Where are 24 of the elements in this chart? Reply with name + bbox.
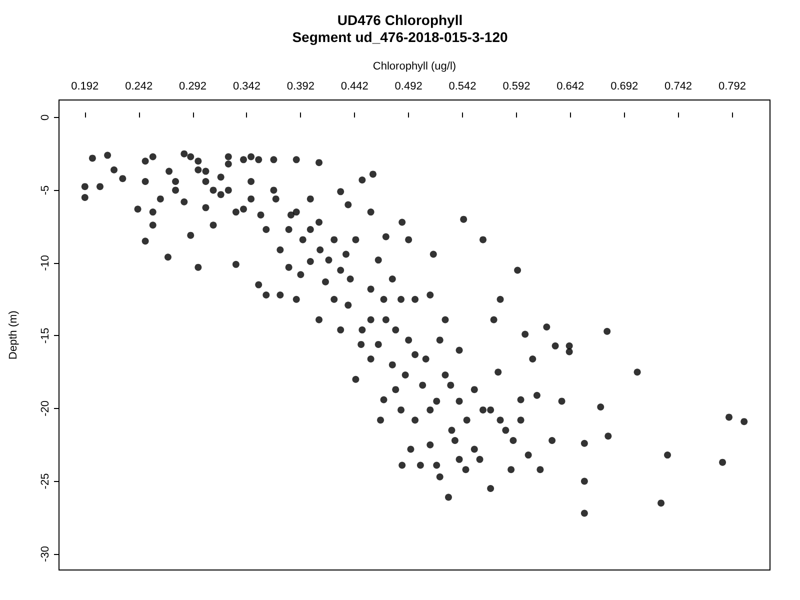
x-tick-label: 0.742	[664, 80, 692, 92]
x-tick-label: 0.592	[502, 80, 530, 92]
chart-title: UD476 Chlorophyll	[337, 12, 463, 28]
y-tick-label: 0	[40, 114, 52, 121]
y-tick-label: -5	[40, 185, 52, 196]
y-tick-label: -25	[40, 473, 52, 490]
x-tick-label: 0.442	[340, 80, 368, 92]
y-tick-label: -20	[40, 400, 52, 416]
y-axis-title: Depth (m)	[8, 310, 20, 360]
y-tick-label: -30	[40, 546, 52, 562]
x-tick-label: 0.642	[556, 80, 584, 92]
x-tick-label: 0.242	[125, 80, 153, 92]
x-tick-label: 0.542	[448, 80, 476, 92]
y-tick-label: -10	[40, 255, 52, 271]
x-tick-label: 0.192	[71, 80, 99, 92]
x-tick-label: 0.792	[718, 80, 746, 92]
y-tick-label: -15	[40, 328, 52, 344]
x-tick-label: 0.292	[179, 80, 207, 92]
x-tick-label: 0.692	[610, 80, 638, 92]
x-axis-title: Chlorophyll (ug/l)	[372, 60, 456, 72]
x-tick-label: 0.342	[232, 80, 260, 92]
x-tick-label: 0.392	[286, 80, 314, 92]
x-tick-label: 0.492	[394, 80, 422, 92]
chart-subtitle: Segment ud_476-2018-015-3-120	[292, 29, 508, 45]
